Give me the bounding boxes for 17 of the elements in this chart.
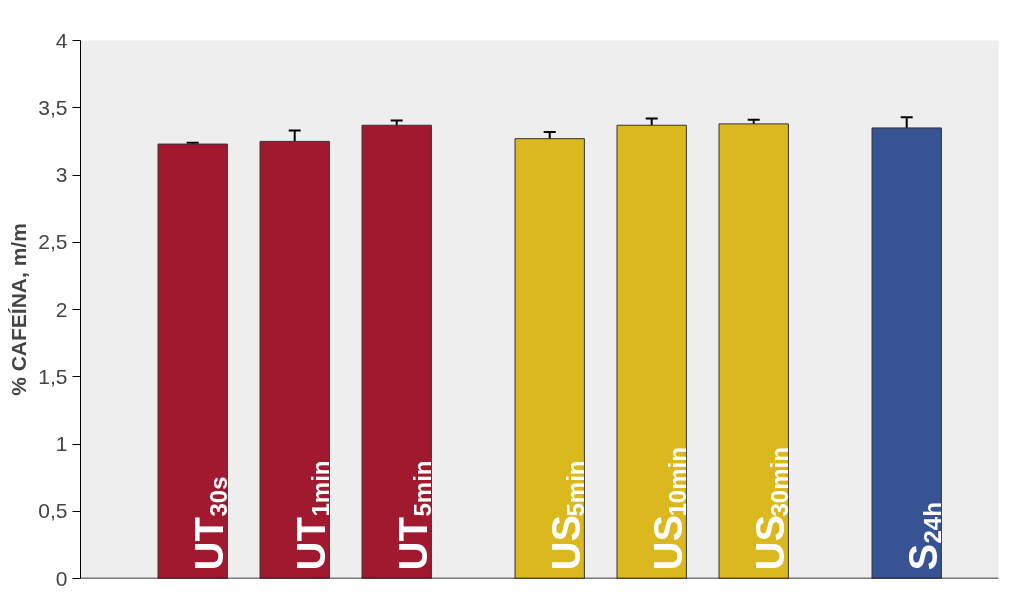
y-tick-label: 3,5	[38, 95, 68, 119]
y-tick-label: 4	[55, 28, 68, 52]
y-tick-label: 2,5	[38, 230, 68, 254]
y-tick-label: 2	[55, 297, 68, 321]
x-tick-label: S24h	[900, 502, 947, 571]
y-tick-label: 0	[55, 566, 68, 590]
y-tick-label: 1,5	[38, 364, 68, 388]
x-tick-label: US10min	[645, 447, 692, 571]
x-tick-label: UT30s	[186, 476, 233, 571]
x-tick-label: US30min	[747, 447, 794, 571]
x-tick-label: UT5min	[390, 460, 437, 571]
y-tick-label: 3	[55, 163, 68, 186]
x-tick-label: US5min	[543, 460, 590, 571]
y-axis-title: % CAFEÍNA, m/m	[7, 223, 31, 396]
x-tick-label: UT1min	[288, 460, 335, 571]
y-tick-label: 0,5	[38, 499, 68, 523]
y-tick-label: 1	[55, 432, 68, 455]
